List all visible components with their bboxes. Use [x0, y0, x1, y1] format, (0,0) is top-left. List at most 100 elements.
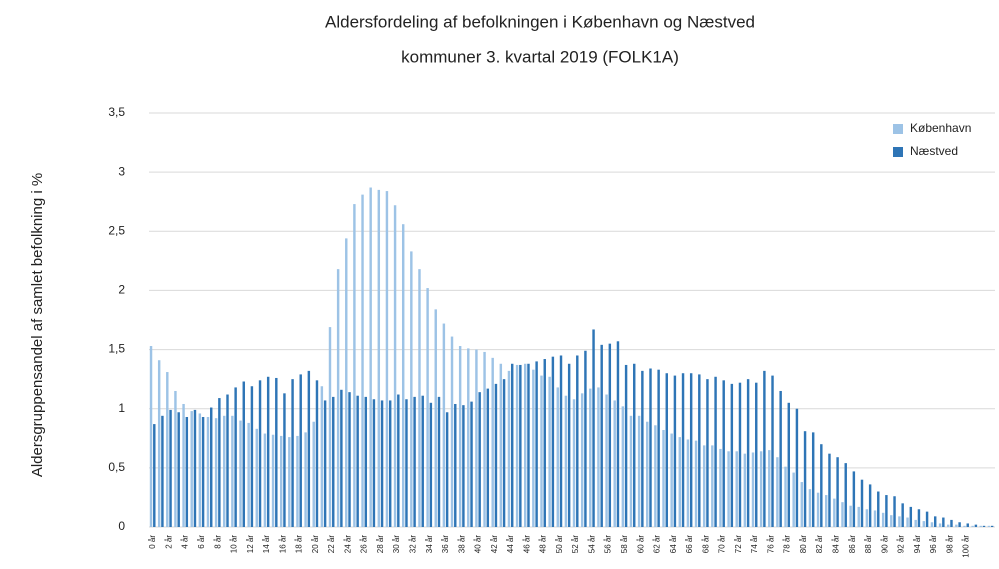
bar	[792, 472, 795, 527]
x-tick-label: 44 år	[506, 535, 515, 554]
bar	[169, 409, 172, 527]
x-tick-label: 22 år	[327, 535, 336, 554]
bar	[787, 402, 791, 527]
bar	[515, 364, 519, 527]
bar	[198, 413, 202, 527]
y-tick-label: 1,5	[108, 342, 125, 356]
bar	[332, 396, 335, 527]
bar	[738, 382, 742, 527]
bar	[605, 394, 608, 527]
x-tick-label: 96 år	[929, 535, 938, 554]
bar	[759, 451, 763, 527]
bar	[348, 392, 351, 527]
bar	[572, 399, 576, 527]
x-tick-label: 48 år	[539, 535, 548, 554]
x-tick-label: 0 år	[148, 535, 157, 549]
chart-title: Aldersfordeling af befolkningen i Københ…	[325, 12, 755, 31]
bar	[323, 400, 327, 527]
bar	[670, 433, 673, 527]
bar	[556, 387, 559, 527]
x-tick-label: 42 år	[490, 535, 499, 554]
x-tick-label: 20 år	[311, 535, 320, 554]
x-tick-label: 62 år	[653, 535, 662, 554]
bar	[491, 357, 494, 527]
bar	[613, 400, 616, 527]
bar	[149, 346, 153, 527]
x-tick-label: 12 år	[246, 535, 255, 554]
bar	[800, 482, 804, 527]
bar	[307, 370, 311, 527]
bar	[388, 400, 392, 527]
bar	[458, 346, 462, 527]
bar	[633, 363, 636, 527]
bar	[429, 402, 433, 527]
bar	[576, 355, 579, 527]
bar	[247, 422, 250, 527]
bar	[621, 406, 625, 527]
bar	[942, 517, 945, 527]
bar	[296, 435, 299, 527]
y-tick-label: 0,5	[108, 460, 125, 474]
x-tick-label: 10 år	[230, 535, 239, 554]
bar	[206, 416, 210, 527]
bar	[947, 524, 950, 527]
bar	[816, 492, 820, 527]
bar	[755, 382, 758, 527]
bar	[654, 425, 657, 527]
x-tick-label: 24 år	[343, 535, 352, 554]
legend-label: København	[910, 121, 971, 135]
bar	[873, 510, 877, 527]
x-tick-label: 50 år	[555, 535, 564, 554]
bar	[434, 309, 437, 527]
x-tick-label: 46 år	[522, 535, 531, 554]
bar	[860, 479, 864, 527]
bar	[763, 370, 766, 527]
bar	[234, 387, 237, 527]
bar	[849, 505, 852, 527]
bar	[987, 525, 991, 527]
bar	[909, 506, 913, 527]
bar	[393, 205, 397, 527]
bar	[906, 517, 909, 527]
y-axis-label: Aldersgruppensandel af samlet befolkning…	[29, 173, 46, 477]
bar	[686, 439, 690, 527]
chart-subtitle: kommuner 3. kvartal 2019 (FOLK1A)	[401, 47, 679, 66]
bar	[689, 373, 693, 527]
x-tick-label: 54 år	[587, 535, 596, 554]
bar	[418, 269, 421, 527]
x-tick-label: 28 år	[376, 535, 385, 554]
bar	[255, 428, 259, 527]
bar	[784, 466, 787, 527]
bar	[279, 435, 283, 527]
x-tick-label: 6 år	[197, 535, 206, 549]
bar	[885, 495, 888, 527]
legend-swatch	[893, 147, 903, 157]
bar	[665, 373, 668, 527]
bar	[157, 360, 161, 527]
bar	[510, 363, 514, 527]
bar	[592, 329, 595, 527]
legend-label: Næstved	[910, 144, 958, 158]
bar	[231, 415, 234, 527]
bar	[535, 361, 538, 527]
bar	[714, 376, 717, 527]
bar	[405, 399, 408, 527]
x-tick-label: 68 år	[701, 535, 710, 554]
bar	[380, 400, 384, 527]
bar	[413, 396, 416, 527]
x-tick-label: 60 år	[636, 535, 645, 554]
bar	[564, 395, 568, 527]
bar	[868, 484, 872, 527]
x-tick-label: 92 år	[897, 535, 906, 554]
bar	[454, 403, 457, 527]
bar	[933, 516, 937, 527]
bar	[548, 376, 551, 527]
bar	[694, 440, 698, 527]
bar	[698, 374, 701, 527]
bar	[353, 204, 356, 527]
bar	[258, 380, 262, 527]
bar	[304, 432, 307, 527]
bar	[768, 450, 771, 527]
bar	[922, 521, 926, 527]
